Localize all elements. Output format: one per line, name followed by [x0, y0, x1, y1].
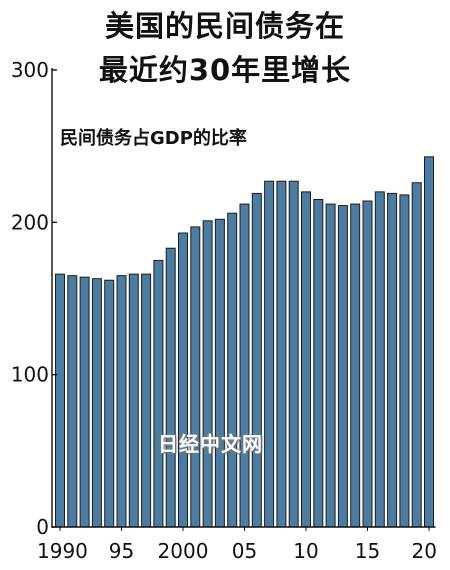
- bar-1994: [104, 279, 115, 528]
- bar-2011: [313, 198, 324, 528]
- bar-2010: [301, 191, 311, 528]
- bar-2018: [399, 194, 410, 528]
- bar-1996: [128, 273, 139, 528]
- bar-2015: [362, 200, 373, 528]
- y-tick-label-200: 200: [11, 210, 49, 234]
- bar-2013: [337, 205, 348, 528]
- y-tick-label-100: 100: [11, 363, 49, 387]
- bar-2001: [190, 226, 201, 528]
- bar-2019: [411, 182, 422, 528]
- bar-2017: [387, 192, 398, 528]
- bar-2012: [325, 203, 336, 528]
- bar-1993: [91, 278, 102, 528]
- watermark: 日经中文网: [158, 432, 263, 456]
- x-tick-label-2020: 20: [412, 539, 437, 563]
- bar-2002: [202, 220, 213, 528]
- y-axis-label: 民间债务占GDP的比率: [60, 128, 247, 149]
- x-tick-label-2000: 2000: [158, 539, 209, 563]
- y-tick-label-0: 0: [36, 515, 49, 539]
- x-tick-label-1995: 95: [109, 539, 134, 563]
- bar-2005: [239, 203, 250, 528]
- bar-2006: [251, 192, 262, 528]
- x-tick-label-1990: 1990: [37, 539, 88, 563]
- chart-title-line1: 美国的民间债务在: [104, 9, 345, 43]
- bar-1991: [67, 275, 78, 528]
- chart-title-line2: 最近约30年里增长: [98, 53, 352, 87]
- bar-2007: [264, 180, 275, 528]
- bar-1997: [141, 273, 152, 528]
- y-tick-label-300: 300: [11, 58, 49, 82]
- bar-2016: [374, 191, 385, 528]
- bar-2000: [178, 232, 188, 528]
- bar-2014: [350, 203, 361, 528]
- bar-1995: [116, 275, 127, 528]
- bar-1990: [55, 273, 65, 528]
- bar-2020: [424, 156, 434, 528]
- bar-1999: [165, 247, 176, 528]
- bar-2008: [276, 180, 287, 528]
- bar-1992: [79, 276, 90, 528]
- x-tick-label-2010: 10: [293, 539, 318, 563]
- bar-2004: [227, 212, 238, 528]
- bar-2009: [288, 180, 299, 528]
- x-tick-label-2015: 15: [355, 539, 380, 563]
- x-tick-label-2005: 05: [232, 539, 257, 563]
- bar-2003: [214, 218, 225, 528]
- bar-1998: [153, 259, 164, 528]
